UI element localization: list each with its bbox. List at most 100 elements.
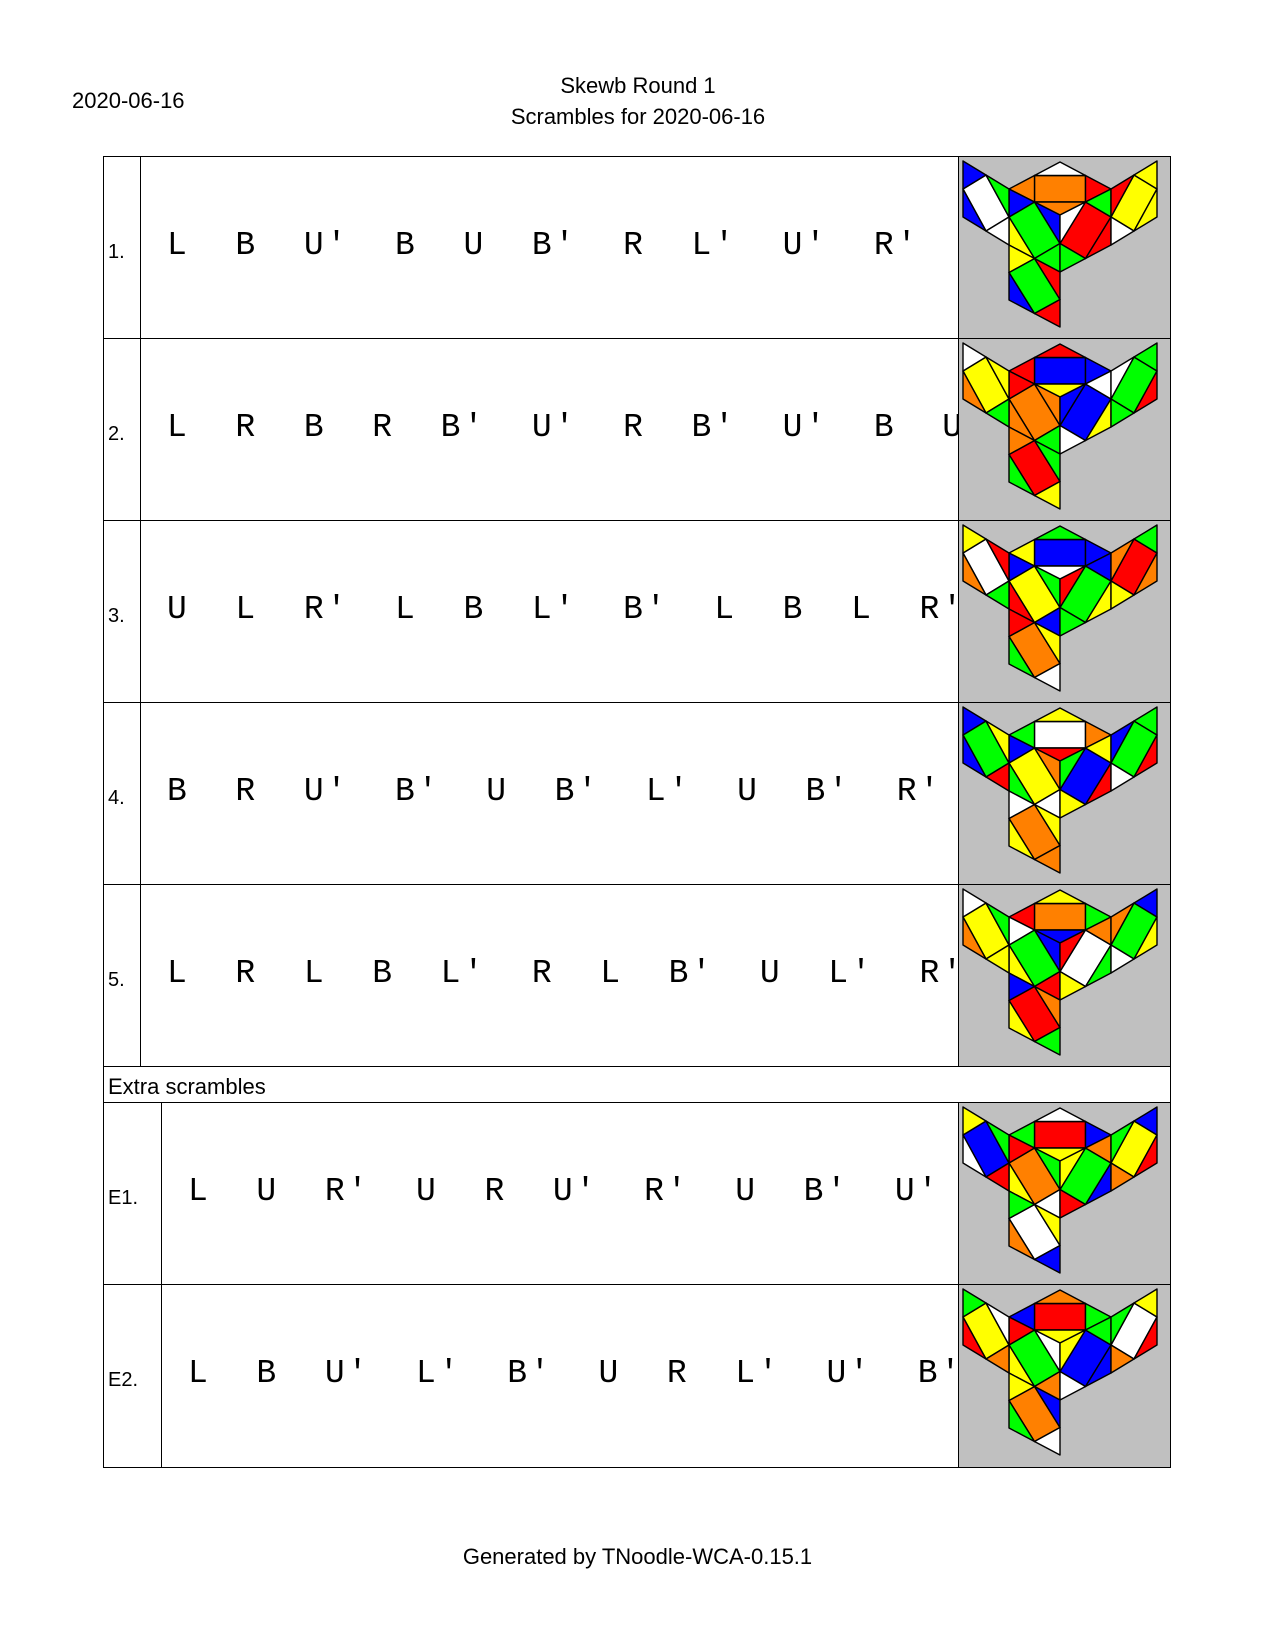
- face-left-corner: [962, 524, 987, 554]
- scramble-number-cell: E2.: [104, 1285, 162, 1467]
- face-left-corner: [962, 888, 987, 918]
- face-up-corner: [1033, 889, 1087, 905]
- face-up-center: [1033, 1302, 1087, 1331]
- face-down-corner: [1033, 439, 1061, 483]
- face-down-corner: [1033, 621, 1061, 665]
- scramble-number-cell: 1.: [104, 157, 141, 338]
- face-down-corner: [1033, 257, 1061, 301]
- face-left-corner: [962, 1106, 987, 1136]
- skewb-diagram: [962, 342, 1158, 510]
- skewb-diagram: [962, 1106, 1158, 1274]
- face-left-corner: [985, 944, 1010, 974]
- face-left-corner: [985, 720, 1010, 764]
- face-left-corner: [985, 356, 1010, 400]
- face-back-corner: [1110, 720, 1135, 764]
- scramble-row: 4. B R U' B' U B' L' U B' R' U': [104, 703, 1170, 885]
- face-down-corner: [1008, 1372, 1036, 1402]
- face-back-corner: [1133, 1288, 1158, 1318]
- face-left-corner: [962, 706, 987, 736]
- face-right-corner: [1059, 565, 1087, 609]
- face-right-corner: [1059, 788, 1087, 819]
- face-down-corner: [1033, 298, 1061, 328]
- face-back-corner: [1133, 524, 1158, 554]
- footer: Generated by TNoodle-WCA-0.15.1: [462, 1544, 813, 1569]
- face-right-corner: [1059, 1147, 1087, 1191]
- face-up-corner: [1033, 1107, 1087, 1123]
- face-right-corner: [1059, 929, 1087, 973]
- face-down-corner: [1033, 803, 1061, 847]
- scramble-moves: L R L B L' R L B' U L' R': [167, 955, 966, 992]
- scramble-diagram-cell: [958, 1103, 1170, 1284]
- header-titles: Skewb Round 1 Scrambles for 2020-06-16: [380, 70, 896, 132]
- face-back-corner: [1110, 356, 1135, 400]
- face-up-corner: [1033, 1289, 1087, 1305]
- face-left-corner: [985, 762, 1010, 792]
- extra-scrambles-label: Extra scrambles: [108, 1074, 266, 1099]
- scramble-row: 5. L R L B L' R L B' U L' R': [104, 885, 1170, 1067]
- scramble-moves: L B U' B U B' R L' U' R' B': [167, 227, 1011, 264]
- face-back-corner: [1133, 888, 1158, 918]
- face-down-corner: [1033, 1026, 1061, 1056]
- face-down-corner: [1008, 1190, 1036, 1220]
- face-back-corner: [1133, 342, 1158, 372]
- face-left-corner: [985, 398, 1010, 428]
- face-left-corner: [985, 538, 1010, 582]
- face-left-corner: [962, 734, 987, 778]
- scramble-moves: L U R' U R U' R' U B' U' R: [188, 1173, 1009, 1210]
- scramble-diagram-cell: [958, 157, 1170, 338]
- face-back-corner: [1133, 552, 1158, 596]
- face-left-corner: [985, 1120, 1010, 1164]
- face-left-corner: [962, 552, 987, 596]
- face-down-corner: [1008, 999, 1036, 1043]
- skewb-diagram: [962, 1288, 1158, 1456]
- scramble-number: E2.: [108, 1369, 139, 1391]
- face-up-corner: [1033, 343, 1087, 359]
- scramble-moves-cell: L R L B L' R L B' U L' R': [141, 885, 962, 1066]
- face-left-corner: [962, 916, 987, 960]
- face-down-corner: [1033, 844, 1061, 874]
- face-down-corner: [1008, 1399, 1036, 1443]
- face-up-center: [1033, 720, 1087, 749]
- face-back-corner: [1110, 1302, 1135, 1346]
- face-down-corner: [1008, 817, 1036, 861]
- face-back-corner: [1133, 1106, 1158, 1136]
- face-left-corner: [985, 1302, 1010, 1346]
- face-right-corner: [1059, 1188, 1087, 1219]
- face-left-corner: [962, 160, 987, 190]
- scramble-diagram-cell: [958, 885, 1170, 1066]
- scramble-number-cell: 4.: [104, 703, 141, 884]
- extra-scrambles-header: Extra scrambles: [104, 1067, 1170, 1103]
- extra-scrambles: E1. L U R' U R U' R' U B' U' R E2. L B U' L…: [104, 1103, 1170, 1467]
- skewb-diagram: [962, 524, 1158, 692]
- scramble-moves: L R B R B' U' R B' U' B U': [167, 409, 988, 446]
- scramble-number: 3.: [108, 605, 125, 627]
- face-down-corner: [1033, 480, 1061, 510]
- scramble-diagram-cell: [958, 703, 1170, 884]
- face-back-corner: [1133, 370, 1158, 414]
- face-down-corner: [1033, 662, 1061, 692]
- scramble-number-cell: 5.: [104, 885, 141, 1066]
- scramble-moves-cell: L B U' B U B' R L' U' R' B': [141, 157, 1008, 338]
- scramble-moves-cell: L B U' L' B' U R L' U' B' U: [162, 1285, 1029, 1467]
- scramble-moves-cell: L U R' U R U' R' U B' U' R: [162, 1103, 1006, 1284]
- face-down-corner: [1033, 1426, 1061, 1456]
- face-down-corner: [1008, 244, 1036, 274]
- face-left-corner: [985, 174, 1010, 218]
- face-down-corner: [1033, 1203, 1061, 1247]
- scramble-moves-cell: L R B R B' U' R B' U' B U': [141, 339, 985, 520]
- face-down-corner: [1033, 1244, 1061, 1274]
- face-back-corner: [1110, 174, 1135, 218]
- face-left-corner: [962, 1134, 987, 1178]
- face-right-corner: [1059, 424, 1087, 455]
- scramble-row: 1. L B U' B U B' R L' U' R' B': [104, 157, 1170, 339]
- face-down-corner: [1008, 972, 1036, 1002]
- face-up-center: [1033, 356, 1087, 385]
- face-back-corner: [1133, 916, 1158, 960]
- face-up-center: [1033, 902, 1087, 931]
- skewb-diagram: [962, 706, 1158, 874]
- scramble-diagram-cell: [958, 339, 1170, 520]
- face-back-corner: [1133, 1316, 1158, 1360]
- scramble-number: 5.: [108, 969, 125, 991]
- face-up-center: [1033, 174, 1087, 203]
- face-down-corner: [1008, 271, 1036, 315]
